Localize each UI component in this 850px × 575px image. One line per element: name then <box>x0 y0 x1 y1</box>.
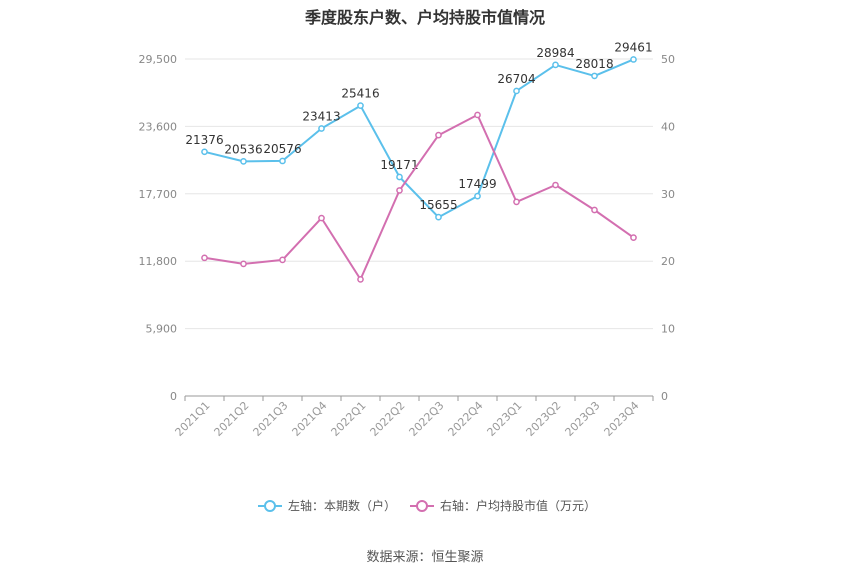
data-label: 20536 <box>224 142 262 156</box>
data-label: 19171 <box>380 158 418 172</box>
y-right-tick-label: 10 <box>661 323 675 336</box>
y-left-tick-label: 0 <box>170 390 177 403</box>
data-point-right <box>240 260 247 268</box>
y-left-tick-label: 17,700 <box>139 188 178 201</box>
y-left-tick-label: 29,500 <box>139 53 178 66</box>
x-tick-label: 2021Q4 <box>290 399 330 439</box>
series-line-right <box>204 113 635 281</box>
data-point-left <box>591 72 598 80</box>
data-point-right <box>591 206 598 214</box>
data-label: 29461 <box>614 40 652 54</box>
series-line-left <box>204 58 634 219</box>
data-point-right <box>357 276 364 283</box>
chart-title: 季度股东户数、户均持股市值情况 <box>304 8 545 27</box>
data-point-right <box>435 131 442 139</box>
data-point-right <box>318 214 325 222</box>
x-tick-label: 2022Q3 <box>407 399 447 439</box>
data-point-left <box>357 102 364 110</box>
data-label: 25416 <box>341 87 379 101</box>
y-right-tick-label: 50 <box>661 53 675 66</box>
data-point-right <box>474 111 481 119</box>
y-left-tick-label: 11,800 <box>139 255 178 268</box>
data-label: 21376 <box>185 133 223 147</box>
data-point-left <box>201 148 208 156</box>
y-right-tick-label: 20 <box>661 255 675 268</box>
data-label: 17499 <box>458 177 496 191</box>
y-right-tick-label: 0 <box>661 390 668 403</box>
x-tick-label: 2022Q4 <box>446 399 486 439</box>
data-point-right <box>513 198 520 206</box>
data-label: 20576 <box>263 142 301 156</box>
data-point-left <box>474 192 481 200</box>
data-point-left <box>240 158 247 165</box>
y-left-tick-label: 23,600 <box>139 120 178 133</box>
legend-label: 左轴：本期数（户） <box>288 498 396 513</box>
data-point-right <box>396 187 403 194</box>
data-label: 28984 <box>536 46 574 60</box>
y-right-tick-label: 30 <box>661 188 675 201</box>
legend-swatch-marker <box>264 500 276 512</box>
data-point-left <box>630 56 637 63</box>
data-point-left <box>513 87 520 95</box>
x-tick-label: 2022Q2 <box>368 399 408 439</box>
data-point-left <box>318 125 325 132</box>
data-label: 23413 <box>302 110 340 124</box>
data-point-right <box>201 254 208 262</box>
data-point-right <box>630 234 637 241</box>
x-tick-label: 2023Q2 <box>524 399 564 439</box>
x-tick-label: 2021Q1 <box>173 399 213 439</box>
data-point-left <box>279 157 286 165</box>
data-point-left <box>435 213 442 221</box>
y-left-tick-label: 5,900 <box>146 323 178 336</box>
x-tick-label: 2021Q2 <box>212 399 252 439</box>
line-chart: 0 5,900 11,800 17,700 23,600 29,500 0 10 20 30 40 5… <box>139 40 676 513</box>
x-tick-label: 2021Q3 <box>251 399 291 439</box>
data-label: 28018 <box>575 57 613 71</box>
data-label: 15655 <box>419 198 457 212</box>
data-point-right <box>552 181 559 189</box>
x-tick-label: 2023Q3 <box>563 399 603 439</box>
y-right-tick-label: 40 <box>661 120 675 133</box>
x-tick-label: 2023Q1 <box>485 399 525 439</box>
data-source: 数据来源：恒生聚源 <box>366 550 484 565</box>
x-tick-label: 2023Q4 <box>602 399 642 439</box>
data-point-left <box>552 61 559 69</box>
data-point-left <box>396 173 403 181</box>
legend-label: 右轴：户均持股市值（万元） <box>440 498 596 513</box>
legend-swatch-marker <box>416 500 428 512</box>
data-point-right <box>279 256 286 264</box>
data-label: 26704 <box>497 72 535 86</box>
x-tick-label: 2022Q1 <box>329 399 369 439</box>
